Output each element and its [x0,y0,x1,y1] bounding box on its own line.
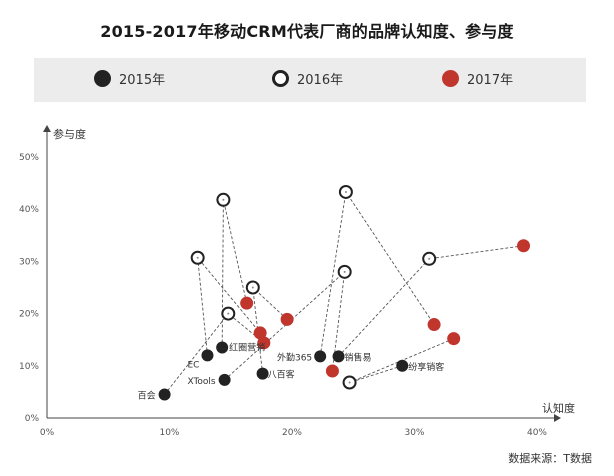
point-label: 纷享销客 [408,361,444,373]
point-2016-center [196,256,199,259]
legend-marker-2017 [442,70,459,87]
point-2015 [201,349,214,362]
y-tick-label: 40% [19,205,39,215]
point-2016-center [428,257,431,260]
point-2015 [218,373,231,386]
point-2017 [325,364,339,378]
point-2016-center [251,286,254,289]
legend-item-2016: 2016年 [272,69,343,88]
point-label: 外勤365 [277,351,312,363]
data-source: 数据来源：T数据 [508,452,592,465]
connector-line [197,256,261,356]
x-tick-label: 20% [282,428,302,438]
point-2016-center [227,312,230,315]
legend-label-2016: 2016年 [297,73,344,88]
x-tick-label: 0% [40,428,55,438]
connector-line [338,245,524,357]
point-2016-center [222,198,225,201]
point-label: 销售易 [345,351,372,363]
chart-title: 2015-2017年移动CRM代表厂商的品牌认知度、参与度 [100,22,514,41]
point-2015 [256,367,269,380]
point-2017 [253,326,267,340]
point-2016-center [348,381,351,384]
y-tick-label: 10% [19,362,39,372]
legend: 2015年 2016年 2017年 [34,58,586,102]
x-tick-label: 30% [404,428,424,438]
point-label: 百会 [138,390,156,402]
point-2016-center [344,190,347,193]
legend-marker-2015 [94,70,111,87]
x-tick-label: 10% [159,428,179,438]
point-label: XTools [187,377,215,387]
y-tick-label: 30% [19,257,39,267]
legend-marker-2016 [272,70,289,87]
legend-label-2015: 2015年 [119,73,166,88]
point-2016-center [343,270,346,273]
y-tick-label: 0% [25,414,40,424]
point-2017 [427,318,441,332]
point-2015 [216,341,229,354]
point-2017 [240,296,254,310]
legend-item-2015: 2015年 [94,69,165,88]
point-label: 八百客 [268,369,295,381]
y-axis-title: 参与度 [53,127,86,141]
point-2017 [280,312,294,326]
x-tick-label: 40% [527,428,547,438]
point-2015 [396,359,409,372]
x-axis-title: 认知度 [542,401,575,415]
legend-item-2017: 2017年 [442,69,513,88]
point-2017 [257,336,271,350]
point-label: EC [187,360,199,370]
point-2015 [158,388,171,401]
point-label: 红圈营销 [229,342,265,354]
legend-label-2017: 2017年 [467,73,514,88]
point-2015 [332,350,345,363]
point-2017 [517,239,531,253]
point-2017 [447,332,461,346]
y-tick-label: 50% [19,153,39,163]
y-tick-label: 20% [19,310,39,320]
point-2015 [314,350,327,363]
